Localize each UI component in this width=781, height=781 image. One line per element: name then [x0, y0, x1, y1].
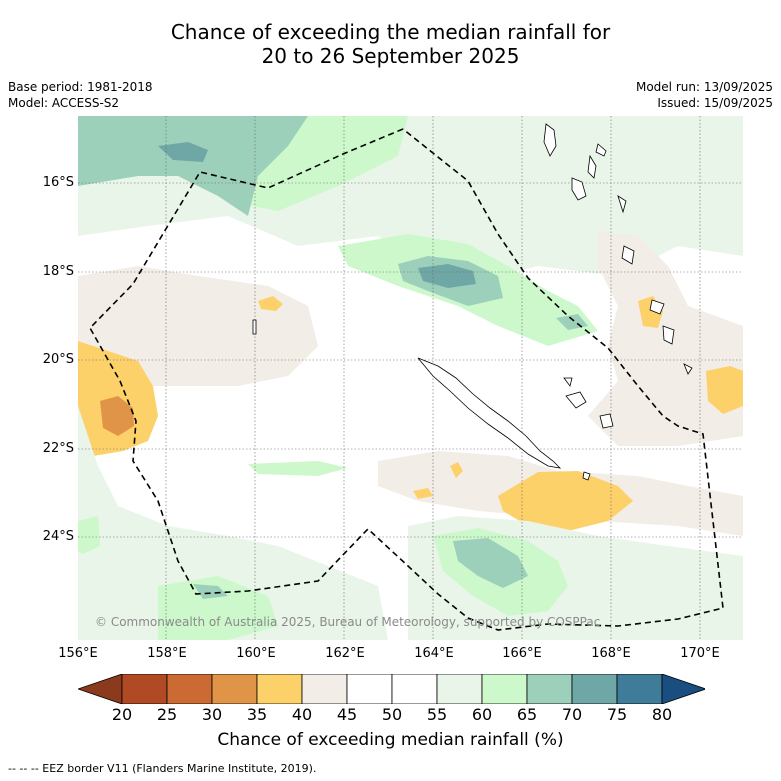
region-35-40-south	[498, 471, 633, 531]
loyalty-islands-outline	[563, 377, 614, 429]
region-65-70-sw	[158, 576, 278, 640]
region-35-40-east	[706, 366, 743, 414]
colorbar-cell	[211, 674, 258, 704]
lat-label-24s: 24°S	[42, 529, 74, 544]
colorbar-tick-label: 45	[336, 705, 358, 724]
colorbar-cell	[391, 674, 438, 704]
colorbar-cell	[166, 674, 213, 704]
lat-label-16s: 16°S	[42, 175, 74, 190]
model-name: Model: ACCESS-S2	[8, 96, 120, 110]
eez-border	[89, 128, 724, 631]
colorbar-tick-label: 65	[516, 705, 538, 724]
colorbar-cell	[121, 674, 168, 704]
lon-label-168e: 168°E	[591, 646, 631, 661]
colorbar-cell	[571, 674, 618, 704]
lon-label-160e: 160°E	[236, 646, 276, 661]
colorbar-low-extension	[78, 674, 123, 704]
colorbar-tick-label: 80	[651, 705, 673, 724]
region-30-35-west	[100, 396, 134, 436]
map-title-line-2: 20 to 26 September 2025	[261, 44, 520, 68]
colorbar-cell	[301, 674, 348, 704]
region-35-40-dot2	[413, 488, 433, 499]
colorbar-cell	[526, 674, 573, 704]
new-caledonia-outline	[417, 357, 562, 469]
region-70-75-north	[78, 116, 308, 216]
region-35-40-small	[258, 296, 283, 311]
region-70-75-south	[453, 538, 528, 588]
colorbar-title: Chance of exceeding median rainfall (%)	[217, 730, 564, 750]
region-75-80-north	[158, 142, 208, 162]
graticule	[78, 116, 743, 640]
map-canvas	[78, 116, 743, 640]
colorbar-cell	[256, 674, 303, 704]
colorbar-cell	[481, 674, 528, 704]
lon-label-162e: 162°E	[325, 646, 365, 661]
lon-label-164e: 164°E	[414, 646, 454, 661]
region-60-65-west	[78, 406, 388, 640]
lon-label-170e: 170°E	[680, 646, 720, 661]
rainfall-map	[78, 116, 743, 640]
map-title-line-1: Chance of exceeding the median rainfall …	[170, 20, 611, 44]
lon-label-156e: 156°E	[58, 646, 98, 661]
lon-label-158e: 158°E	[147, 646, 187, 661]
eez-legend-note: -- -- -- EEZ border V11 (Flanders Marine…	[8, 762, 317, 775]
colorbar-cell	[616, 674, 663, 704]
colorbar-cell	[436, 674, 483, 704]
colorbar-tick-label: 50	[381, 705, 403, 724]
small-island-outline	[252, 319, 591, 481]
colorbar-high-extension	[661, 674, 705, 704]
colorbar-tick-label: 30	[201, 705, 223, 724]
region-65-70-mid	[248, 461, 348, 476]
colorbar-tick-label: 75	[606, 705, 628, 724]
region-70-75-sw	[193, 584, 228, 599]
base-period: Base period: 1981-2018	[8, 80, 153, 94]
lon-label-166e: 166°E	[502, 646, 542, 661]
colorbar-tick-label: 40	[291, 705, 313, 724]
colorbar-tick-label: 35	[246, 705, 268, 724]
lat-label-22s: 22°S	[42, 441, 74, 456]
metadata-left: Base period: 1981-2018 Model: ACCESS-S2	[8, 79, 153, 111]
copyright-notice: © Commonwealth of Australia 2025, Bureau…	[95, 615, 601, 629]
colorbar-tick-label: 55	[426, 705, 448, 724]
vanuatu-outline	[543, 123, 693, 375]
colorbar-tick-label: 25	[156, 705, 178, 724]
model-run: Model run: 13/09/2025	[635, 80, 773, 94]
issued-date: Issued: 15/09/2025	[657, 96, 773, 110]
region-75-80-center	[418, 264, 476, 288]
colorbar-tick-label: 60	[471, 705, 493, 724]
region-35-40-dot	[450, 462, 463, 478]
colorbar	[78, 674, 705, 704]
colorbar-tick-label: 20	[111, 705, 133, 724]
lat-label-18s: 18°S	[42, 264, 74, 279]
metadata-right: Model run: 13/09/2025 Issued: 15/09/2025	[636, 79, 773, 111]
lat-label-20s: 20°S	[42, 352, 74, 367]
region-65-70-left	[78, 516, 100, 554]
colorbar-tick-label: 70	[561, 705, 583, 724]
colorbar-cell	[346, 674, 393, 704]
